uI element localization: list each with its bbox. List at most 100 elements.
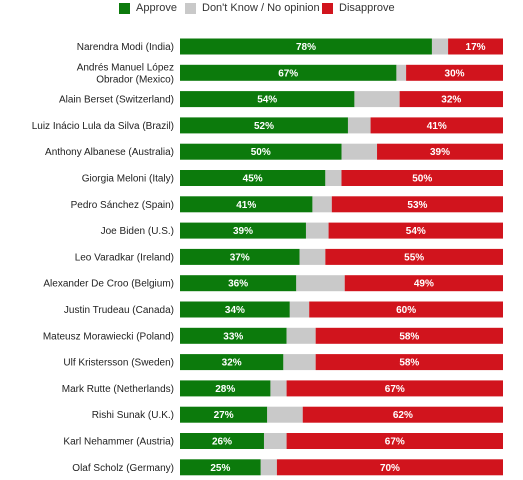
bar-segment-disapprove [448,38,503,55]
bar-segment-disapprove [331,196,503,213]
category-label: Joe Biden (U.S.) [101,226,174,237]
chart-row: Andrés Manuel López Obrador (Mexico) 67% 30… [77,62,503,85]
bar-segment-dont-know [289,301,310,318]
bar-segment-dont-know [305,222,329,239]
category-label: Rishi Sunak (U.K.) [92,410,174,421]
bar-segment-approve [180,380,271,397]
bar-segment-approve [180,275,297,292]
category-label: Giorgia Meloni (Italy) [82,174,174,185]
data-label-approve: 78% [296,42,316,53]
data-label-approve: 36% [228,279,248,290]
bar-segment-approve [180,301,290,318]
chart-row: Alain Berset (Switzerland) 54% 32% [59,91,503,108]
data-label-disapprove: 39% [430,147,450,158]
data-label-approve: 27% [214,410,234,421]
chart-row: Joe Biden (U.S.) 39% 54% [101,222,503,239]
chart-legend: Approve Don't Know / No opinion Disappro… [0,0,523,18]
chart-row: Narendra Modi (India) 78% 17% [77,38,503,55]
bar-segment-disapprove [276,459,503,476]
chart-row: Karl Nehammer (Austria) 26% 67% [63,433,503,449]
bar-segment-dont-know [270,380,287,397]
bar-segment-dont-know [299,248,326,265]
bar-segment-dont-know [341,143,378,160]
bar-segment-dont-know [267,406,303,423]
data-label-approve: 26% [212,437,232,448]
legend-label-approve: Approve [136,2,177,14]
legend-label-dont-know: Don't Know / No opinion [202,2,320,14]
data-label-disapprove: 49% [414,279,434,290]
data-label-approve: 45% [243,174,263,185]
data-label-disapprove: 55% [404,252,424,263]
data-label-approve: 39% [233,226,253,237]
data-label-approve: 32% [222,358,242,369]
category-label: Alexander De Croo (Belgium) [43,279,174,290]
category-label: Narendra Modi (India) [77,42,174,53]
data-label-approve: 37% [230,252,250,263]
data-label-disapprove: 50% [412,174,432,185]
data-label-approve: 67% [278,68,298,79]
bar-segment-approve [180,248,300,265]
bar-segment-approve [180,354,284,371]
bar-segment-disapprove [302,406,503,423]
bar-segment-approve [180,91,355,108]
bar-segment-dont-know [296,275,345,292]
data-label-disapprove: 67% [385,437,405,448]
bar-segment-approve [180,196,313,213]
bar-segment-dont-know [260,459,277,476]
data-label-disapprove: 41% [427,121,447,132]
chart-row: Rishi Sunak (U.K.) 27% 62% [92,406,503,423]
bar-segment-approve [180,433,264,449]
bar-segment-dont-know [325,170,342,186]
bar-segment-dont-know [312,196,332,213]
data-label-disapprove: 32% [441,95,461,106]
bar-segment-disapprove [309,301,503,318]
bar-segment-disapprove [341,170,503,186]
category-label: Mark Rutte (Netherlands) [62,384,174,395]
data-label-approve: 52% [254,121,274,132]
data-label-disapprove: 30% [445,68,465,79]
data-label-disapprove: 54% [406,226,426,237]
data-label-disapprove: 62% [393,410,413,421]
bar-segment-disapprove [399,91,503,108]
bar-segment-disapprove [344,275,503,292]
bar-segment-disapprove [315,354,503,371]
legend-label-disapprove: Disapprove [339,2,395,14]
category-label: Leo Varadkar (Ireland) [75,252,174,263]
category-label: Alain Berset (Switzerland) [59,95,174,106]
bar-segment-disapprove [325,248,503,265]
data-label-approve: 41% [236,200,256,211]
category-label: Olaf Scholz (Germany) [72,463,174,474]
category-label: Anthony Albanese (Australia) [45,147,174,158]
bar-segment-approve [180,38,432,55]
category-label: Justin Trudeau (Canada) [64,305,174,316]
chart-row: Leo Varadkar (Ireland) 37% 55% [75,248,503,265]
legend-item-disapprove: Disapprove [322,2,395,14]
chart-row: Olaf Scholz (Germany) 25% 70% [72,459,503,476]
chart-row: Anthony Albanese (Australia) 50% 39% [45,143,503,160]
bar-segment-approve [180,170,326,186]
chart-row: Mark Rutte (Netherlands) 28% 67% [62,380,503,397]
data-label-approve: 34% [225,305,245,316]
bar-segment-dont-know [396,64,407,81]
bar-segment-approve [180,459,261,476]
category-label: Luiz Inácio Lula da Silva (Brazil) [32,121,174,132]
bar-segment-dont-know [263,433,287,449]
bar-segment-disapprove [370,117,503,134]
legend-swatch-approve [119,2,130,14]
bar-segment-disapprove [406,64,503,81]
data-label-disapprove: 60% [396,305,416,316]
data-label-approve: 50% [251,147,271,158]
legend-swatch-disapprove [322,2,333,14]
data-label-approve: 25% [210,463,230,474]
bar-segment-dont-know [431,38,449,55]
legend-swatch-dont-know [185,2,196,14]
bar-segment-disapprove [286,433,503,449]
bar-segment-approve [180,406,268,423]
bar-segment-dont-know [283,354,316,371]
category-label: Pedro Sánchez (Spain) [71,200,174,211]
chart-row: Pedro Sánchez (Spain) 41% 53% [71,196,503,213]
chart-row: Ulf Kristersson (Sweden) 32% 58% [63,354,503,371]
data-label-disapprove: 53% [407,200,427,211]
chart-row: Alexander De Croo (Belgium) 36% 49% [43,275,503,292]
bar-segment-approve [180,327,287,344]
